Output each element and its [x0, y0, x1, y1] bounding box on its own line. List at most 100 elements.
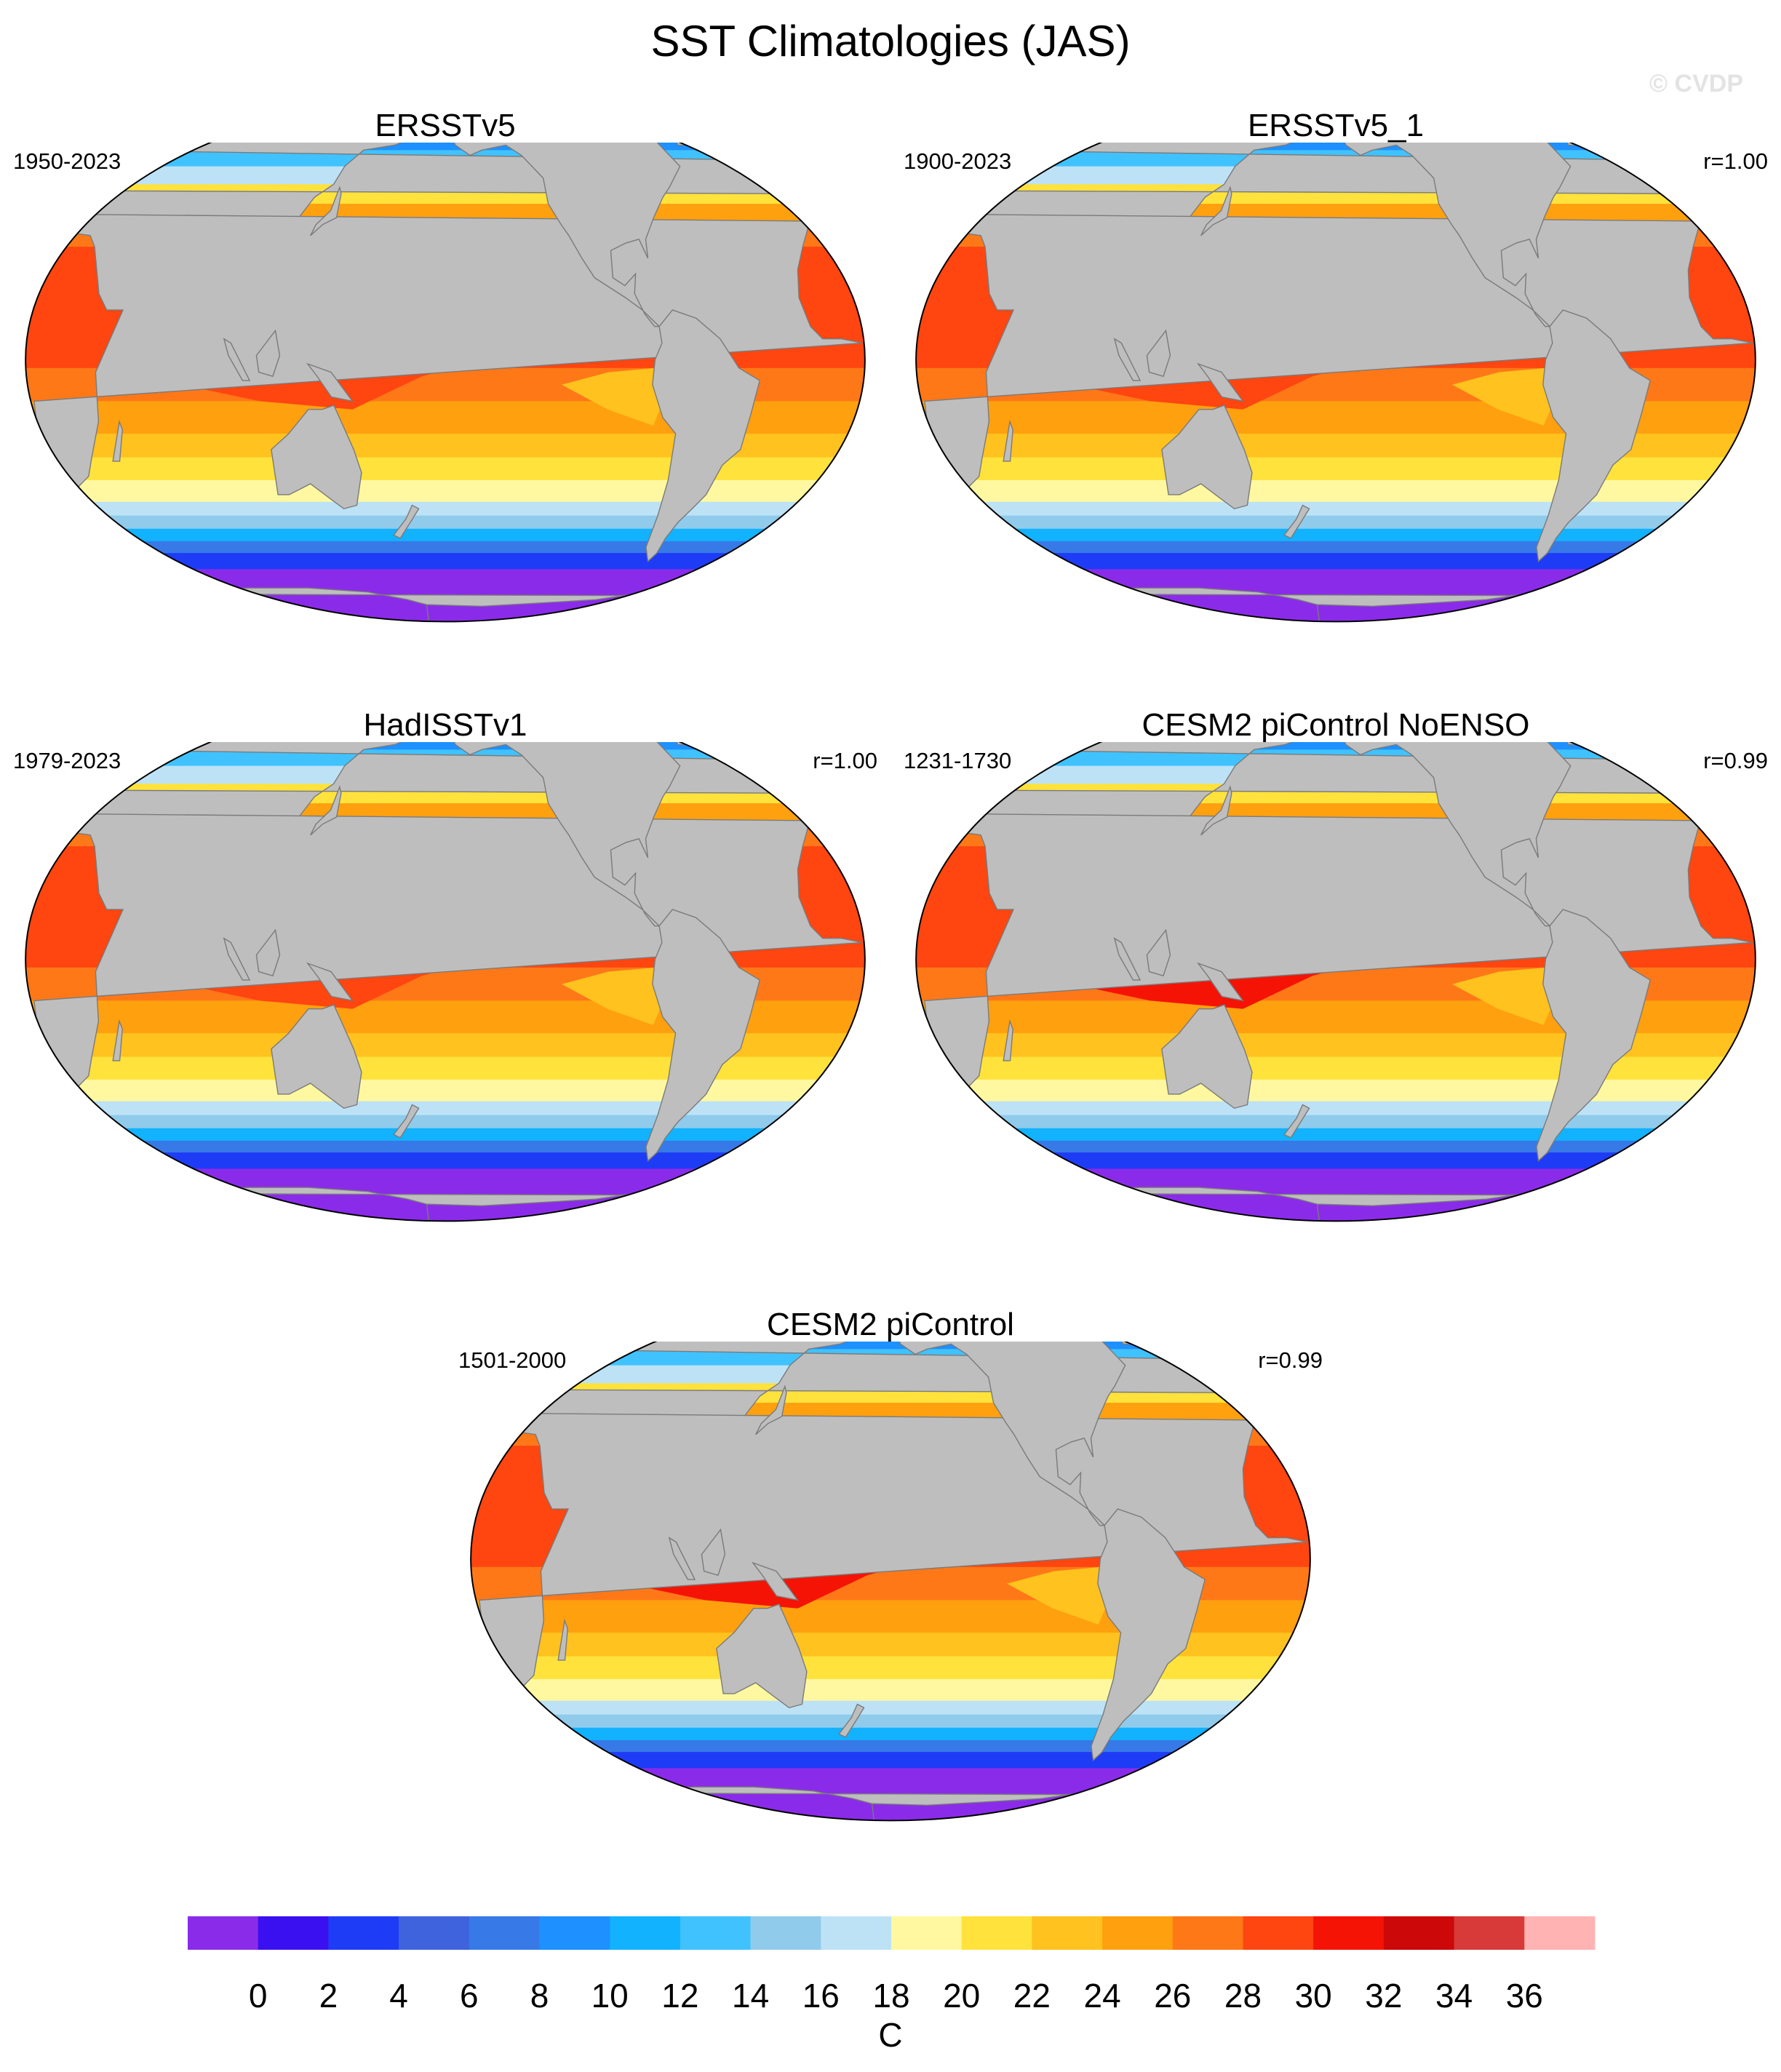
- colorbar-tick-label: 22: [1013, 1977, 1051, 2015]
- sst-band: [471, 1342, 1310, 1350]
- sst-band: [916, 528, 1756, 542]
- land-north-america: [448, 742, 681, 927]
- colorbar-box: [188, 1916, 259, 1950]
- cold-tongue-contour: [1452, 367, 1555, 426]
- sst-band: [25, 479, 865, 503]
- cold-tongue-contour: [562, 967, 664, 1025]
- land-borneo: [1146, 928, 1171, 977]
- land-japan: [1200, 186, 1232, 236]
- colorbar-box: [399, 1916, 470, 1950]
- sst-band: [916, 742, 1756, 750]
- colorbar-box: [539, 1916, 610, 1950]
- land-africa: [924, 213, 1753, 500]
- period-label: 1231-1730: [904, 748, 1012, 773]
- colorbar-box: [1243, 1916, 1314, 1950]
- sst-band: [471, 1656, 1310, 1680]
- sst-band: [25, 553, 865, 570]
- land-south-america: [1536, 909, 1651, 1162]
- correlation-label: r=0.99: [1703, 748, 1768, 773]
- correlation-label: r=1.00: [813, 748, 877, 773]
- colorbar-tick-label: 12: [661, 1977, 699, 2015]
- land-south-america: [1536, 309, 1651, 562]
- land-australia: [271, 405, 362, 510]
- land-new-guinea: [1196, 962, 1244, 1002]
- map-panel-cesm2-picontrol-noenso: CESM2 piControl NoENSO 1231-1730 r=0.99: [890, 707, 1781, 1304]
- correlation-label: r=1.00: [1703, 148, 1768, 174]
- land-new-zealand: [393, 1104, 420, 1139]
- cold-tongue-contour: [1452, 967, 1555, 1025]
- colorbar-tick-label: 34: [1435, 1977, 1473, 2015]
- land-borneo: [255, 329, 281, 378]
- land-sumatra: [668, 1537, 696, 1580]
- land-africa: [33, 813, 863, 1099]
- sst-band: [916, 479, 1756, 503]
- land-sumatra: [1113, 338, 1141, 381]
- colorbar-tick-label: 18: [872, 1977, 910, 2015]
- land-sumatra: [223, 338, 251, 381]
- colorbar-box: [328, 1916, 399, 1950]
- sst-band: [25, 515, 865, 530]
- sst-band: [471, 1700, 1310, 1716]
- land-madagascar: [112, 419, 123, 462]
- land-japan: [755, 1384, 787, 1435]
- colorbar-tick-label: 0: [248, 1977, 268, 2015]
- map-border: [915, 742, 1756, 1222]
- colorbar-box: [1454, 1916, 1525, 1950]
- colorbar-box: [750, 1916, 821, 1950]
- land-madagascar: [1003, 1019, 1013, 1061]
- land-uk: [1671, 749, 1695, 773]
- map-panel-cesm2-picontrol: CESM2 piControl 1501-2000 r=0.99: [445, 1307, 1336, 1903]
- land-uk: [1671, 149, 1695, 173]
- land-uk: [781, 149, 805, 173]
- panel-title: ERSSTv5_1: [1247, 108, 1425, 143]
- cold-tongue-contour: [1007, 1566, 1109, 1625]
- land-north-america: [1339, 742, 1571, 927]
- map-border: [25, 143, 866, 623]
- sst-band: [471, 1727, 1310, 1741]
- map-border: [470, 1342, 1311, 1822]
- land-uk: [781, 749, 805, 773]
- land-new-guinea: [751, 1561, 799, 1601]
- period-label: 1950-2023: [13, 148, 121, 174]
- land-borneo: [255, 928, 281, 977]
- colorbar-tick-label: 28: [1224, 1977, 1262, 2015]
- land-new-zealand: [1283, 1104, 1310, 1139]
- colorbar-box: [891, 1916, 963, 1950]
- land-australia: [716, 1603, 808, 1709]
- colorbar-tick-label: 30: [1294, 1977, 1332, 2015]
- land-new-zealand: [838, 1703, 865, 1738]
- map-border: [915, 143, 1756, 623]
- sst-band: [25, 501, 865, 517]
- colorbar-box: [1102, 1916, 1174, 1950]
- colorbar-box: [258, 1916, 329, 1950]
- sst-band: [25, 1115, 865, 1129]
- sst-map: [25, 742, 866, 1222]
- land-madagascar: [557, 1618, 568, 1661]
- colorbar-box: [821, 1916, 892, 1950]
- land-new-zealand: [393, 504, 420, 539]
- sst-band: [25, 1152, 865, 1170]
- panel-title: CESM2 piControl: [767, 1307, 1014, 1342]
- sst-band: [916, 1128, 1756, 1141]
- colorbar-tick-label: 32: [1365, 1977, 1403, 2015]
- sst-band: [916, 501, 1756, 517]
- colorbar-box: [1172, 1916, 1243, 1950]
- sst-band: [916, 553, 1756, 570]
- sst-band: [916, 1056, 1756, 1080]
- land-africa: [479, 1412, 1308, 1699]
- sst-band: [916, 1115, 1756, 1129]
- panel-title: ERSSTv5: [375, 108, 516, 143]
- colorbar-tick-label: 26: [1154, 1977, 1192, 2015]
- colorbar-tick-label: 36: [1505, 1977, 1543, 2015]
- colorbar-box: [961, 1916, 1032, 1950]
- sst-band: [25, 457, 865, 481]
- colorbar-tick-label: 24: [1083, 1977, 1121, 2015]
- colorbar-tick-label: 16: [802, 1977, 840, 2015]
- sst-band: [25, 742, 865, 750]
- sst-map: [470, 1342, 1311, 1822]
- land-borneo: [701, 1528, 726, 1577]
- colorbar-tick-label: 2: [319, 1977, 338, 2015]
- land-japan: [310, 785, 342, 836]
- land-africa: [33, 213, 863, 500]
- land-south-america: [1091, 1508, 1206, 1761]
